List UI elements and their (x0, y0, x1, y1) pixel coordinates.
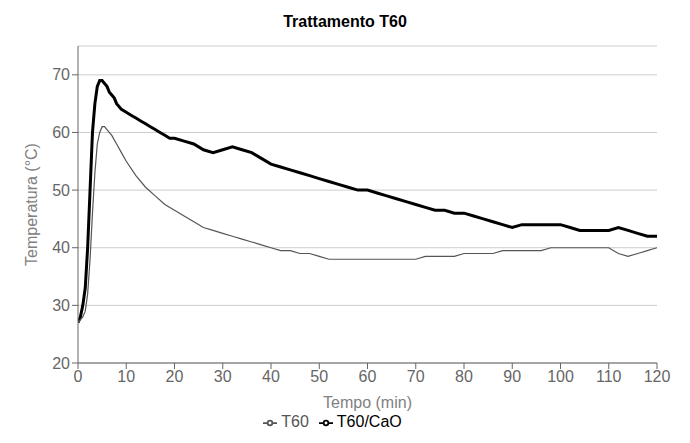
svg-text:90: 90 (503, 368, 521, 385)
svg-text:50: 50 (52, 182, 70, 199)
svg-text:30: 30 (52, 297, 70, 314)
html-text:T60/CaO: T60/CaO (336, 413, 402, 430)
svg-text:110: 110 (596, 368, 622, 385)
svg-text:70: 70 (52, 66, 70, 83)
svg-text:Tempo (min): Tempo (min) (323, 394, 412, 411)
svg-text:60: 60 (359, 368, 377, 385)
svg-text:Temperatura (°C): Temperatura (°C) (23, 143, 40, 266)
svg-text:30: 30 (214, 368, 232, 385)
svg-text:0: 0 (74, 368, 83, 385)
svg-text:60: 60 (52, 124, 70, 141)
svg-text:40: 40 (52, 239, 70, 256)
svg-text:40: 40 (262, 368, 280, 385)
html-text:T60: T60 (281, 413, 309, 430)
svg-text:50: 50 (310, 368, 328, 385)
svg-text:20: 20 (52, 355, 70, 372)
html-text:Trattamento T60: Trattamento T60 (283, 13, 407, 30)
svg-text:120: 120 (644, 368, 671, 385)
svg-text:10: 10 (117, 368, 135, 385)
svg-text:70: 70 (407, 368, 425, 385)
svg-text:80: 80 (455, 368, 473, 385)
svg-text:100: 100 (547, 368, 574, 385)
svg-text:20: 20 (166, 368, 184, 385)
